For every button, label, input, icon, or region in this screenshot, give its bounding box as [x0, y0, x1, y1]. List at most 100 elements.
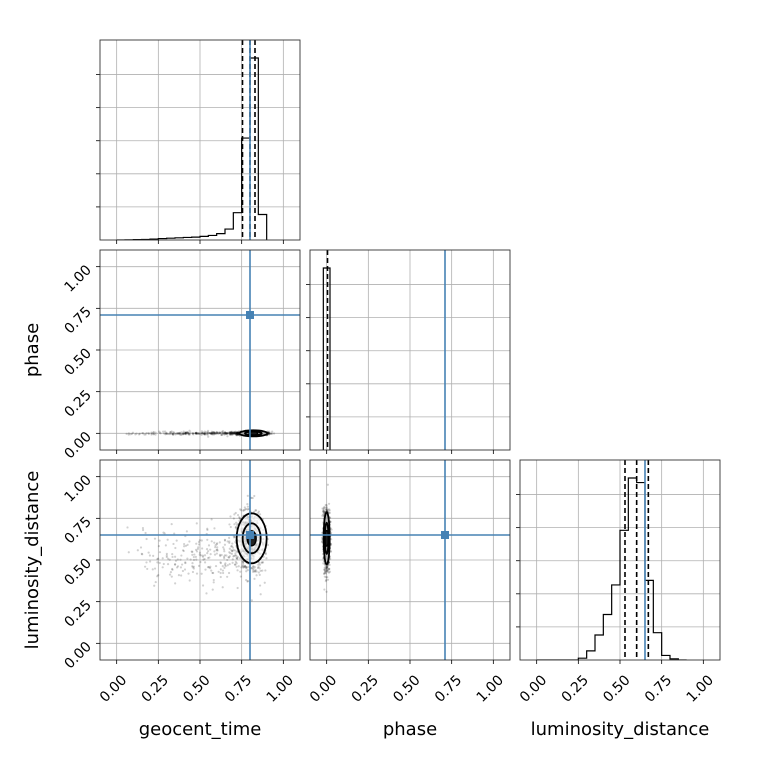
scatter-point: [196, 547, 199, 551]
scatter-point: [176, 432, 179, 435]
scatter-point: [241, 565, 244, 568]
y-tick-label: 0.00: [61, 429, 94, 462]
scatter-point: [213, 553, 217, 556]
scatter-point: [240, 566, 243, 569]
scatter-point: [246, 508, 249, 511]
scatter-point: [243, 565, 246, 569]
scatter-point: [171, 433, 175, 436]
contour-inner: [248, 430, 259, 437]
scatter-point: [241, 564, 244, 567]
scatter-point: [147, 431, 150, 435]
scatter-point: [235, 521, 238, 524]
scatter-point: [236, 550, 239, 554]
scatter-point: [162, 562, 165, 566]
scatter-point: [268, 432, 271, 435]
scatter-point: [268, 430, 271, 433]
scatter-point: [189, 431, 192, 434]
scatter-point: [138, 432, 141, 435]
scatter-point: [197, 564, 201, 567]
scatter-point: [204, 433, 207, 436]
scatter-point: [164, 432, 168, 435]
scatter-point: [222, 431, 225, 434]
scatter-point: [257, 563, 260, 566]
x-tick-label: 0.25: [349, 672, 382, 705]
scatter-point: [267, 431, 271, 434]
scatter-point: [200, 572, 203, 575]
scatter-point: [250, 566, 253, 570]
scatter-point: [223, 554, 226, 557]
scatter-point: [230, 431, 233, 434]
scatter-point: [210, 569, 213, 572]
scatter-point: [131, 431, 135, 434]
scatter-point: [239, 570, 242, 573]
scatter-point: [210, 430, 213, 433]
scatter-point: [326, 576, 329, 579]
scatter-point: [271, 432, 274, 435]
scatter-point: [187, 432, 190, 435]
scatter-point: [226, 564, 229, 567]
scatter-point: [254, 569, 257, 573]
scatter-point: [175, 432, 178, 435]
scatter-point: [206, 538, 209, 541]
scatter-point: [211, 571, 214, 575]
scatter-point: [180, 433, 183, 436]
scatter-point: [209, 432, 212, 435]
scatter-point: [224, 431, 227, 434]
scatter-point: [323, 512, 326, 515]
scatter-point: [259, 593, 262, 596]
scatter-point: [232, 517, 235, 520]
scatter-point: [228, 431, 231, 434]
scatter-point: [171, 568, 174, 571]
scatter-point: [236, 431, 239, 434]
scatter-point: [246, 503, 249, 506]
scatter-point: [324, 570, 327, 573]
scatter-point: [228, 541, 231, 544]
scatter-point: [270, 432, 273, 435]
scatter-point: [175, 539, 178, 542]
scatter-point: [222, 555, 226, 558]
scatter-point: [229, 431, 232, 435]
scatter-point: [231, 542, 234, 545]
scatter-point: [180, 431, 183, 434]
scatter-point: [229, 433, 232, 436]
scatter-point: [223, 432, 226, 435]
scatter-point: [231, 561, 234, 564]
panel-luminosity_distance-vs-geocent_time: [96, 459, 301, 664]
scatter-point: [325, 506, 328, 509]
scatter-point: [158, 539, 161, 542]
scatter-point: [327, 502, 331, 505]
scatter-point: [227, 432, 230, 435]
scatter-point: [230, 545, 233, 548]
scatter-point: [234, 552, 237, 555]
scatter-point: [253, 510, 256, 514]
scatter-point: [235, 432, 239, 435]
scatter-point: [220, 430, 223, 434]
scatter-point: [222, 432, 225, 435]
scatter-point: [235, 433, 238, 436]
scatter-point: [184, 432, 187, 436]
scatter-point: [228, 433, 231, 436]
scatter-point: [224, 432, 227, 435]
scatter-point: [323, 568, 326, 572]
scatter-point: [320, 541, 324, 544]
scatter-point: [245, 570, 248, 573]
scatter-point: [241, 561, 245, 564]
scatter-point: [216, 548, 219, 551]
scatter-point: [147, 432, 150, 436]
scatter-point: [322, 562, 325, 565]
scatter-point: [188, 432, 191, 435]
scatter-point: [212, 431, 216, 434]
scatter-point: [225, 432, 228, 435]
scatter-point: [231, 546, 234, 549]
scatter-point: [171, 555, 174, 559]
scatter-point: [236, 432, 240, 435]
scatter-point: [191, 562, 194, 565]
scatter-point: [233, 432, 236, 435]
scatter-point: [229, 552, 232, 555]
scatter-point: [152, 431, 155, 434]
y-tick-label: 0.00: [61, 639, 94, 672]
scatter-point: [192, 433, 195, 436]
scatter-point: [144, 531, 147, 535]
scatter-point: [206, 432, 209, 436]
scatter-point: [183, 568, 187, 571]
